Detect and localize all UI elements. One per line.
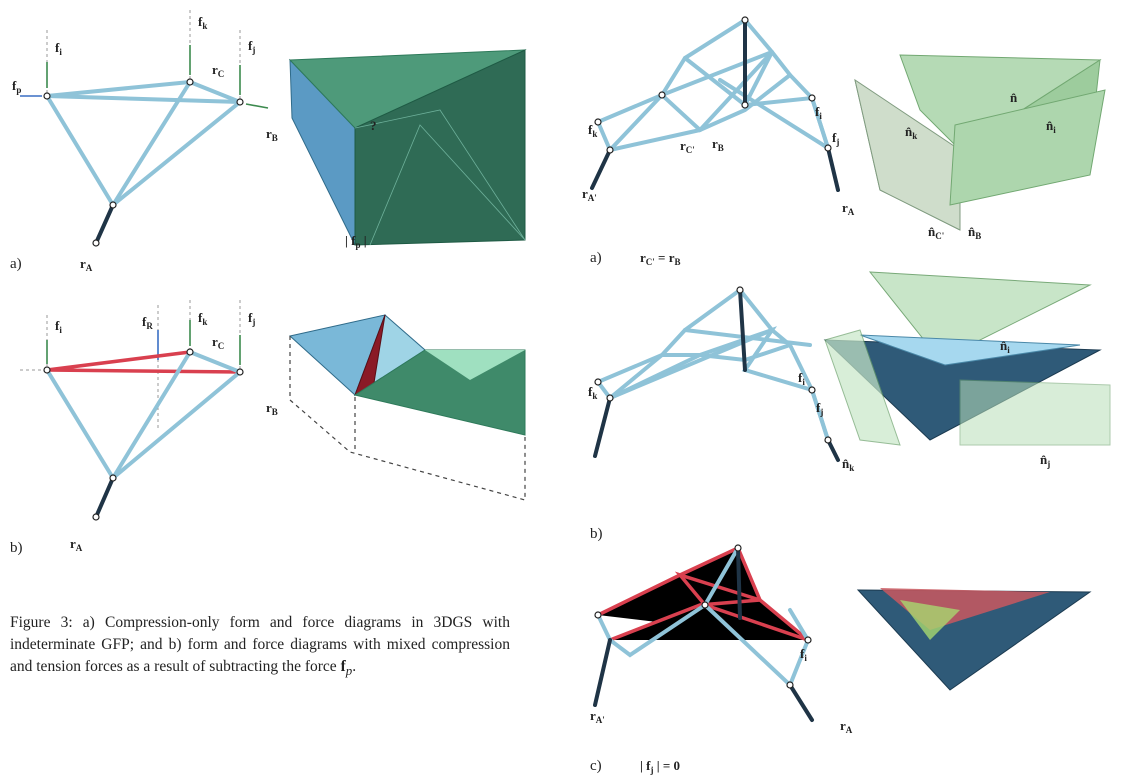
label-subscript: k — [912, 131, 917, 141]
label: fk — [198, 14, 207, 31]
label-subscript: A — [86, 263, 93, 273]
eq-op: = — [655, 250, 669, 265]
label: rA — [80, 256, 93, 273]
label-subscript: A — [848, 207, 855, 217]
panel-tag-text: b) — [590, 526, 603, 542]
label-subscript: A' — [596, 715, 605, 725]
panel-tag: c) — [590, 758, 602, 774]
page: {"left":[ {"tag":"a)","labels":[{"base":… — [0, 0, 1127, 783]
label: fk — [198, 310, 207, 327]
label: rB — [712, 136, 724, 153]
label-subscript: k — [849, 463, 854, 473]
eq-subscript: B — [674, 257, 680, 267]
label: fj — [816, 400, 823, 417]
label-subscript: k — [202, 317, 207, 327]
label-subscript: k — [202, 21, 207, 31]
caption: Figure 3: a) Compression-only form and f… — [10, 612, 510, 682]
label-base: ? — [370, 118, 377, 133]
label: rC — [212, 334, 224, 351]
force-diagram — [825, 272, 1110, 445]
label-subscript: C' — [686, 145, 695, 155]
label-subscript: A — [846, 725, 853, 735]
label: fi — [55, 40, 62, 57]
label-subscript: k — [592, 391, 597, 401]
label: n̂ — [1010, 90, 1018, 105]
panel-tag: b) — [590, 526, 603, 542]
force-diagram — [858, 588, 1090, 690]
panel-tag: a) — [590, 250, 602, 266]
label: rA' — [590, 708, 605, 725]
label-subscript: j — [819, 407, 823, 417]
label-subscript: B — [975, 231, 981, 241]
label-subscript: i — [59, 325, 62, 335]
label: n̂B — [968, 224, 981, 241]
form-diagram — [592, 17, 838, 190]
label: fj — [248, 38, 255, 55]
label-subscript: k — [592, 129, 597, 139]
label: ? — [370, 118, 377, 133]
label: fj — [832, 130, 839, 147]
label: n̂k — [842, 456, 854, 473]
label-subscript: i — [819, 111, 822, 121]
panel-tag: a) — [10, 256, 22, 272]
label-subscript: C — [218, 341, 225, 351]
force-diagram — [855, 55, 1105, 230]
label: fi — [55, 318, 62, 335]
label: fj — [248, 310, 255, 327]
label-subscript: R — [146, 321, 153, 331]
eq-rhs: 0 — [673, 758, 680, 773]
label-subscript: j — [251, 45, 255, 55]
label-subscript: A — [76, 543, 83, 553]
label-base: | f — [345, 233, 356, 248]
label: fp — [12, 78, 21, 95]
label-subscript: B — [272, 407, 278, 417]
label-subscript: j — [1046, 459, 1050, 469]
label-subscript: C' — [935, 231, 944, 241]
label: rB — [266, 126, 278, 143]
label: fk — [588, 384, 597, 401]
eq-lhs: | f — [640, 758, 651, 773]
label-base: n̂ — [1010, 90, 1018, 105]
label: rC — [212, 62, 224, 79]
label-subscript: j — [835, 137, 839, 147]
panel-tag-text: c) — [590, 758, 602, 774]
label-subscript: i — [59, 47, 62, 57]
label-subscript: j — [251, 317, 255, 327]
label: fR — [142, 314, 153, 331]
label-subscript: p — [16, 85, 21, 95]
eq-subscript: C' — [646, 257, 655, 267]
label: n̂i — [1000, 338, 1010, 355]
label-subscript: i — [804, 653, 807, 663]
label-subscript: C — [218, 69, 225, 79]
label: n̂C' — [928, 224, 944, 241]
panel-tag-text: a) — [10, 256, 22, 272]
caption-end: . — [352, 658, 356, 675]
label: fi — [815, 104, 822, 121]
label: rC' — [680, 138, 695, 155]
label-subscript: A' — [588, 193, 597, 203]
force-diagram — [290, 315, 525, 500]
equation: | fj | = 0 — [640, 758, 680, 775]
form-diagram — [20, 300, 243, 520]
label: rB — [266, 400, 278, 417]
equation: rC' = rB — [640, 250, 681, 267]
force-diagram — [290, 50, 525, 245]
label-subscript: B — [272, 133, 278, 143]
label: n̂j — [1040, 452, 1050, 469]
label-subscript: B — [718, 143, 724, 153]
panel-tag-text: b) — [10, 540, 23, 556]
label: rA — [842, 200, 855, 217]
label: rA — [70, 536, 83, 553]
form-diagram — [595, 545, 812, 720]
label: rA' — [582, 186, 597, 203]
panel-tag-text: a) — [590, 250, 602, 266]
label-tail: | — [360, 233, 366, 248]
panel-tag: b) — [10, 540, 23, 556]
eq-op: | = — [653, 758, 673, 773]
label: rA — [840, 718, 853, 735]
caption-text: Figure 3: a) Compression-only form and f… — [10, 614, 510, 675]
